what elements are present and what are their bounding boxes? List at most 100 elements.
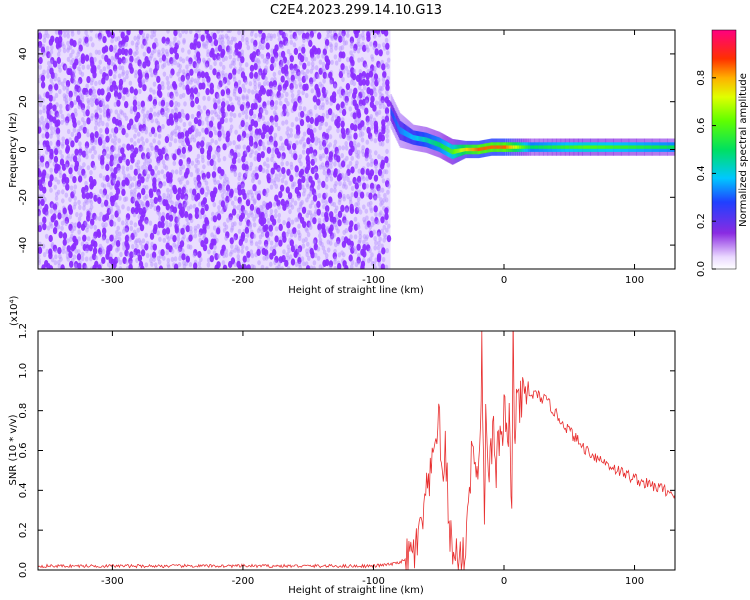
noise-speckle <box>298 204 303 210</box>
noise-speckle <box>384 37 389 44</box>
noise-speckle <box>286 101 290 107</box>
noise-speckle <box>77 199 81 205</box>
noise-speckle <box>55 42 61 50</box>
signal-band-core <box>457 148 459 154</box>
noise-speckle <box>86 236 91 242</box>
noise-speckle <box>340 101 345 109</box>
noise-speckle <box>226 49 231 55</box>
noise-speckle <box>249 71 254 79</box>
noise-speckle <box>192 124 197 130</box>
noise-speckle <box>131 244 135 250</box>
noise-speckle <box>324 121 329 127</box>
noise-speckle <box>92 264 97 269</box>
y-tick-label: 0.8 <box>18 403 29 419</box>
noise-speckle <box>133 222 138 228</box>
signal-band-core <box>409 133 412 139</box>
noise-speckle <box>325 73 330 79</box>
noise-speckle <box>78 165 82 171</box>
noise-speckle <box>94 33 99 39</box>
noise-speckle <box>73 108 78 114</box>
signal-band-core <box>506 145 509 149</box>
noise-speckle <box>241 130 247 139</box>
noise-speckle <box>221 56 226 63</box>
signal-band-core <box>517 145 520 149</box>
noise-speckle <box>325 113 330 119</box>
noise-speckle <box>356 154 361 160</box>
noise-speckle <box>369 88 374 96</box>
noise-speckle <box>136 227 140 233</box>
noise-speckle <box>366 220 371 228</box>
noise-speckle <box>112 221 117 227</box>
noise-speckle <box>229 39 234 46</box>
noise-speckle <box>186 244 191 250</box>
noise-speckle <box>68 196 72 203</box>
noise-speckle <box>76 221 82 229</box>
signal-band-core <box>530 145 536 149</box>
noise-speckle <box>97 88 102 96</box>
noise-speckle <box>326 247 331 253</box>
noise-speckle <box>102 112 107 118</box>
noise-speckle <box>376 184 381 192</box>
noise-speckle <box>308 222 312 228</box>
noise-speckle <box>251 51 257 59</box>
noise-speckle <box>358 99 363 107</box>
noise-speckle <box>267 221 271 227</box>
noise-speckle <box>344 145 349 151</box>
noise-speckle <box>245 101 251 109</box>
noise-speckle <box>285 252 290 258</box>
noise-speckle <box>133 73 138 79</box>
noise-speckle <box>197 183 202 189</box>
noise-speckle <box>202 95 206 101</box>
noise-speckle <box>252 199 257 205</box>
noise-speckle <box>109 149 114 155</box>
noise-speckle <box>217 157 221 163</box>
noise-speckle <box>68 137 72 143</box>
signal-band-core <box>476 147 479 152</box>
noise-speckle <box>145 252 150 259</box>
noise-speckle <box>193 249 198 257</box>
noise-speckle <box>352 91 357 100</box>
noise-speckle <box>284 259 289 267</box>
noise-speckle <box>117 216 121 222</box>
noise-speckle <box>137 59 142 67</box>
y-tick-label: 1.2 <box>18 323 29 339</box>
noise-speckle <box>316 177 321 184</box>
noise-speckle <box>242 75 248 83</box>
noise-speckle <box>375 30 381 35</box>
noise-speckle <box>48 38 54 46</box>
noise-speckle <box>111 128 115 134</box>
noise-speckle <box>41 120 46 126</box>
noise-speckle <box>172 83 178 91</box>
noise-speckle <box>213 179 217 185</box>
noise-speckle <box>84 180 88 186</box>
noise-speckle <box>144 262 149 268</box>
noise-speckle <box>301 32 307 41</box>
noise-speckle <box>113 90 119 98</box>
signal-band-core <box>497 145 500 149</box>
noise-speckle <box>364 224 369 230</box>
noise-speckle <box>142 169 147 177</box>
noise-speckle <box>258 234 263 240</box>
noise-speckle <box>286 203 290 209</box>
noise-speckle <box>216 99 221 105</box>
noise-speckle <box>92 71 97 79</box>
noise-speckle <box>42 252 47 258</box>
noise-speckle <box>152 89 156 95</box>
noise-speckle <box>197 261 202 267</box>
noise-speckle <box>189 171 194 178</box>
noise-speckle <box>97 32 103 40</box>
noise-speckle <box>192 137 197 143</box>
noise-speckle <box>340 153 345 159</box>
noise-speckle <box>333 266 337 269</box>
noise-speckle <box>228 54 233 60</box>
noise-speckle <box>222 253 226 259</box>
noise-speckle <box>169 118 174 126</box>
noise-speckle <box>86 117 91 125</box>
noise-speckle <box>337 219 342 227</box>
noise-speckle <box>274 105 278 111</box>
noise-speckle <box>344 40 349 46</box>
x-tick-label: -100 <box>362 275 385 286</box>
noise-speckle <box>105 174 110 182</box>
noise-speckle <box>85 192 90 200</box>
noise-speckle <box>306 220 311 228</box>
